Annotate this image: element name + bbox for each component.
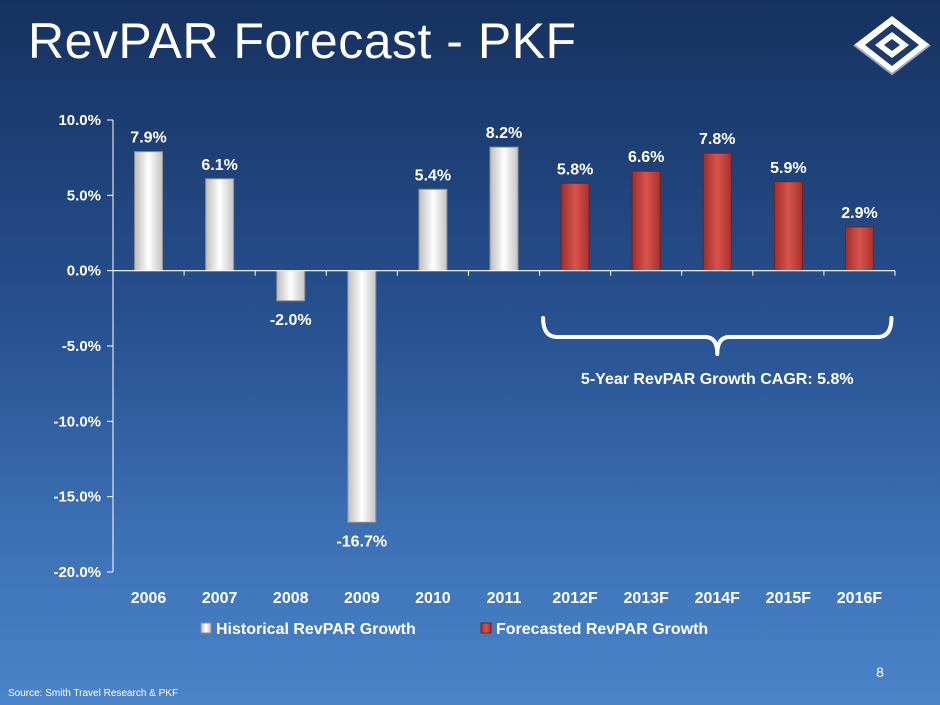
- bar-2016f: [844, 226, 874, 272]
- source-note: Source: Smith Travel Research & PKF: [8, 688, 179, 699]
- cagr-label: 5-Year RevPAR Growth CAGR: 5.8%: [581, 371, 854, 388]
- data-label-2013f: 6.6%: [628, 149, 664, 166]
- slide-title: RevPAR Forecast - PKF: [28, 13, 577, 69]
- bar-2008: [276, 270, 306, 302]
- data-label-2009: -16.7%: [336, 533, 387, 550]
- bars-group: [134, 146, 874, 523]
- data-label-2008: -2.0%: [270, 312, 312, 329]
- y-tick-label: -10.0%: [53, 413, 101, 430]
- x-axis: [112, 270, 896, 276]
- data-label-2010: 5.4%: [415, 167, 451, 184]
- x-tick-label: 2009: [344, 590, 380, 607]
- bar-2011: [489, 146, 519, 272]
- legend-label-forecasted: Forecasted RevPAR Growth: [496, 621, 708, 638]
- cagr-bracket: [541, 316, 894, 356]
- legend: Historical RevPAR Growth Forecasted RevPA…: [200, 621, 708, 638]
- data-label-2012f: 5.8%: [557, 161, 593, 178]
- x-tick-label: 2010: [415, 590, 451, 607]
- x-tick-label: 2008: [273, 590, 309, 607]
- data-label-2007: 6.1%: [201, 157, 237, 174]
- x-tick-label: 2016F: [837, 590, 883, 607]
- x-tick-label: 2013F: [623, 590, 669, 607]
- y-tick-label: 0.0%: [67, 263, 101, 280]
- x-tick-label: 2015F: [766, 590, 812, 607]
- diamond-logo-icon: [853, 16, 931, 76]
- data-label-2016f: 2.9%: [841, 205, 877, 222]
- bar-2012f: [560, 182, 590, 272]
- x-tick-label: 2007: [202, 590, 238, 607]
- page-number: 8: [876, 664, 884, 680]
- x-tick-label: 2012F: [552, 590, 598, 607]
- bar-2010: [418, 188, 448, 272]
- y-tick-label: 5.0%: [67, 187, 101, 204]
- legend-label-historical: Historical RevPAR Growth: [216, 621, 416, 638]
- bar-2015f: [773, 181, 803, 272]
- data-labels-group: 7.9% 6.1% -2.0% -16.7% 5.4% 8.2% 5.8% 6.6% 7.8% 5…: [130, 125, 877, 550]
- legend-swatch-forecasted: [480, 622, 492, 634]
- y-tick-label: 10.0%: [58, 112, 101, 129]
- y-axis: 10.0% 5.0% 0.0% -5.0% -10.0% -15.0% -20.0%: [53, 112, 114, 581]
- data-label-2014f: 7.8%: [699, 131, 735, 148]
- revpar-bar-chart: 10.0% 5.0% 0.0% -5.0% -10.0% -15.0% -20.0% 7.9…: [53, 112, 896, 638]
- x-tick-label: 2014F: [695, 590, 741, 607]
- cagr-annotation: 5-Year RevPAR Growth CAGR: 5.8%: [541, 316, 894, 388]
- bar-2014f: [702, 152, 732, 272]
- x-tick-labels-group: 2006 2007 2008 2009 2010 2011 2012F 2013F 2014F 2…: [131, 590, 883, 607]
- bar-2006: [134, 151, 164, 272]
- y-tick-label: -20.0%: [53, 564, 101, 581]
- x-tick-label: 2006: [131, 590, 167, 607]
- y-tick-label: -15.0%: [53, 489, 101, 506]
- y-tick-label: -5.0%: [62, 338, 101, 355]
- bar-2007: [205, 178, 235, 272]
- bar-2009: [347, 270, 377, 523]
- data-label-2011: 8.2%: [486, 125, 522, 142]
- data-label-2006: 7.9%: [130, 130, 166, 147]
- legend-swatch-historical: [200, 622, 212, 634]
- bar-2013f: [631, 170, 661, 272]
- x-tick-label: 2011: [487, 590, 522, 607]
- data-label-2015f: 5.9%: [770, 160, 806, 177]
